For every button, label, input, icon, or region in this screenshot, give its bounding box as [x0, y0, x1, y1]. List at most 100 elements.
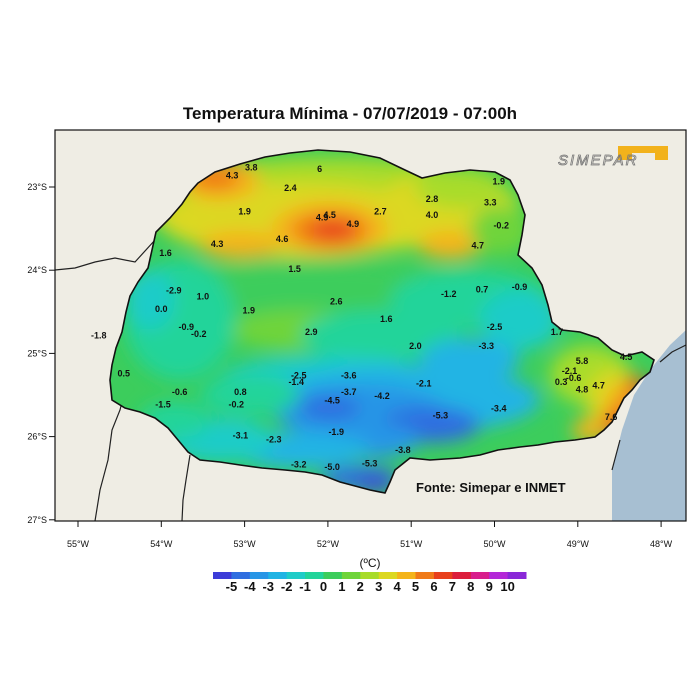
station-value: 4.9 — [316, 212, 329, 222]
station-value: -3.4 — [491, 404, 507, 414]
colorbar-label: 6 — [430, 579, 437, 594]
station-value: 2.8 — [426, 194, 439, 204]
temperature-zone — [418, 231, 482, 259]
station-value: -0.9 — [512, 282, 528, 292]
lat-tick-label: 25°S — [27, 348, 47, 358]
lat-tick-label: 26°S — [27, 432, 47, 442]
colorbar-label: -5 — [226, 579, 238, 594]
ocean — [612, 330, 686, 521]
lon-tick-label: 49°W — [567, 539, 590, 549]
station-value: 2.7 — [374, 207, 387, 217]
colorbar-swatch — [268, 572, 288, 579]
station-value: 1.6 — [159, 248, 172, 258]
station-value: -0.6 — [566, 373, 582, 383]
station-value: 0.0 — [155, 304, 168, 314]
colorbar-swatch — [433, 572, 453, 579]
station-value: -2.3 — [266, 434, 282, 444]
colorbar-label: 2 — [357, 579, 364, 594]
station-value: 6 — [317, 164, 322, 174]
colorbar-label: 8 — [467, 579, 474, 594]
lon-tick-label: 51°W — [400, 539, 423, 549]
station-value: 3.3 — [484, 197, 497, 207]
lon-tick-label: 52°W — [317, 539, 340, 549]
neighbor-borders — [55, 239, 686, 521]
station-value: -3.3 — [478, 341, 494, 351]
colorbar-label: 4 — [394, 579, 402, 594]
station-value: 0.7 — [476, 285, 489, 295]
station-value: -0.6 — [172, 387, 188, 397]
colorbar-label: -2 — [281, 579, 293, 594]
temperature-zone — [200, 231, 280, 259]
simepar-logo: SIMEPAR — [558, 146, 668, 169]
station-value: -3.1 — [233, 430, 249, 440]
station-value: 2.0 — [409, 341, 422, 351]
colorbar-swatch — [249, 572, 269, 579]
colorbar-label: -3 — [262, 579, 274, 594]
colorbar-label: 0 — [320, 579, 327, 594]
station-value: 5.8 — [576, 356, 589, 366]
station-value: -0.2 — [493, 221, 509, 231]
map-frame — [54, 129, 687, 522]
lat-tick-label: 24°S — [27, 265, 47, 275]
station-value: -2.5 — [487, 322, 503, 332]
station-value: -0.2 — [191, 329, 207, 339]
station-value: -4.2 — [374, 391, 390, 401]
colorbar-swatch — [489, 572, 509, 579]
station-value: 4.3 — [226, 171, 239, 181]
station-value: 1.0 — [197, 291, 210, 301]
station-value: -3.8 — [395, 445, 411, 455]
colorbar-swatch — [415, 572, 435, 579]
colorbar-swatch — [378, 572, 398, 579]
colorbar-swatch — [470, 572, 490, 579]
station-value: 4.6 — [276, 234, 289, 244]
station-value: -1.8 — [91, 330, 107, 340]
lat-tick-label: 23°S — [27, 182, 47, 192]
station-value: -4.5 — [324, 395, 340, 405]
colorbar-label: 9 — [486, 579, 493, 594]
station-value: 2.9 — [305, 327, 318, 337]
colorbar-label: 1 — [338, 579, 345, 594]
colorbar-swatch — [397, 572, 417, 579]
colorbar-swatch — [507, 572, 527, 579]
simepar-logo-text: SIMEPAR — [558, 152, 638, 169]
colorbar-swatch — [323, 572, 343, 579]
source-label: Fonte: Simepar e INMET — [416, 480, 566, 495]
station-value: -2.9 — [166, 286, 182, 296]
station-value: -5.3 — [362, 459, 378, 469]
station-value: 0.3 — [555, 377, 568, 387]
lon-tick-label: 53°W — [234, 539, 257, 549]
station-value: -1.9 — [328, 427, 344, 437]
station-value: -0.9 — [179, 322, 195, 332]
station-value: 1.9 — [243, 306, 256, 316]
temperature-zone — [420, 338, 520, 382]
station-value: 3.8 — [245, 162, 258, 172]
station-value: 1.9 — [492, 177, 505, 187]
colorbar-label: 5 — [412, 579, 419, 594]
station-value: 4.7 — [472, 241, 485, 251]
colorbar-swatch — [231, 572, 251, 579]
parana-border — [109, 149, 655, 494]
temperature-zone — [311, 220, 355, 240]
station-value: -5.0 — [324, 462, 340, 472]
temperature-zone — [415, 168, 505, 208]
temperature-zone — [300, 310, 460, 360]
unit-label: (ºC) — [359, 556, 380, 570]
latitude-axis: 23°S 24°S 25°S 26°S 27°S — [27, 182, 55, 525]
station-value: -2.5 — [291, 370, 307, 380]
colorbar: -5 -4 -3 -2 -1 0 1 2 3 4 5 6 7 8 9 10 — [213, 572, 527, 594]
station-value: -3.6 — [341, 370, 357, 380]
temperature-zone — [470, 206, 530, 254]
station-labels: 3.8 64.32.41.92.8 3.31.9 2.7 4.04.54.94.9 -0.… — [91, 162, 632, 472]
station-value: 1.6 — [380, 314, 393, 324]
station-value: 1.7 — [551, 327, 564, 337]
colorbar-swatch — [305, 572, 324, 579]
colorbar-swatch — [341, 572, 361, 579]
station-value: -3.2 — [291, 459, 307, 469]
station-value: -1.5 — [155, 400, 171, 410]
station-value: 4.7 — [592, 380, 605, 390]
colorbar-label: -4 — [244, 579, 256, 594]
temperature-zone — [300, 396, 360, 420]
simepar-logo-mark-icon — [618, 146, 668, 160]
map-title: Temperatura Mínima - 07/07/2019 - 07:00h — [182, 104, 518, 123]
